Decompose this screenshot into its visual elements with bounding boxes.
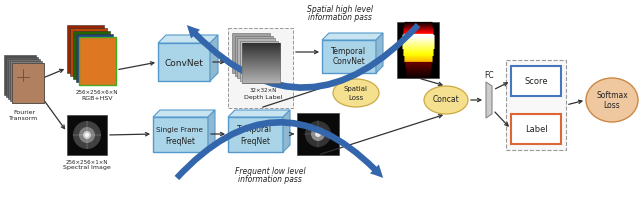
Text: Fourier: Fourier bbox=[13, 109, 35, 114]
FancyArrowPatch shape bbox=[175, 119, 383, 180]
Text: Loss: Loss bbox=[348, 95, 364, 101]
Polygon shape bbox=[210, 35, 218, 81]
Ellipse shape bbox=[83, 131, 91, 139]
Text: 256×256×1×N: 256×256×1×N bbox=[66, 160, 108, 165]
Bar bbox=[158, 43, 210, 81]
Text: Softmax: Softmax bbox=[596, 90, 628, 100]
Ellipse shape bbox=[79, 127, 95, 143]
Bar bbox=[67, 115, 107, 155]
Text: ConvNet: ConvNet bbox=[333, 57, 365, 67]
Polygon shape bbox=[208, 110, 215, 152]
Polygon shape bbox=[322, 33, 383, 40]
Polygon shape bbox=[283, 110, 290, 152]
Bar bbox=[237, 38, 275, 78]
FancyArrowPatch shape bbox=[187, 23, 420, 91]
Text: RGB+HSV: RGB+HSV bbox=[81, 95, 113, 101]
Bar bbox=[506, 60, 566, 150]
Text: 256×256×6×N: 256×256×6×N bbox=[76, 89, 118, 94]
Bar bbox=[242, 43, 280, 83]
Ellipse shape bbox=[85, 133, 89, 137]
Text: Spatial: Spatial bbox=[344, 86, 368, 92]
Bar bbox=[79, 37, 116, 85]
Bar bbox=[73, 31, 110, 79]
Text: information pass: information pass bbox=[238, 174, 302, 184]
Polygon shape bbox=[376, 33, 383, 73]
Ellipse shape bbox=[305, 121, 331, 147]
Bar bbox=[232, 33, 270, 73]
Polygon shape bbox=[158, 35, 218, 43]
Bar bbox=[67, 25, 104, 73]
Text: Loss: Loss bbox=[604, 102, 620, 110]
Text: Temporal: Temporal bbox=[332, 48, 367, 56]
Bar bbox=[8, 59, 40, 99]
Bar bbox=[70, 28, 107, 76]
Polygon shape bbox=[228, 110, 290, 117]
Ellipse shape bbox=[586, 78, 638, 122]
Bar bbox=[228, 28, 293, 108]
Text: FreqNet: FreqNet bbox=[240, 136, 270, 146]
Bar bbox=[511, 114, 561, 144]
Bar bbox=[322, 40, 376, 73]
Text: Label: Label bbox=[525, 125, 547, 133]
Ellipse shape bbox=[424, 86, 468, 114]
Text: Depth Label: Depth Label bbox=[244, 94, 282, 100]
Text: Transorm: Transorm bbox=[10, 115, 38, 121]
Text: 32×32×N: 32×32×N bbox=[250, 88, 276, 92]
Text: Concat: Concat bbox=[433, 95, 460, 105]
Bar bbox=[79, 37, 116, 85]
Text: Spectral Image: Spectral Image bbox=[63, 166, 111, 170]
Polygon shape bbox=[153, 110, 215, 117]
Bar bbox=[76, 34, 113, 82]
Bar bbox=[12, 63, 44, 103]
Bar bbox=[511, 66, 561, 96]
Ellipse shape bbox=[73, 121, 101, 149]
Text: Frequent low level: Frequent low level bbox=[235, 168, 305, 176]
Bar bbox=[4, 55, 36, 95]
Bar bbox=[239, 41, 278, 81]
Ellipse shape bbox=[315, 131, 321, 137]
Bar bbox=[297, 113, 339, 155]
Bar bbox=[228, 117, 283, 152]
Text: Single Frame: Single Frame bbox=[157, 127, 204, 133]
Ellipse shape bbox=[317, 132, 319, 135]
Bar bbox=[79, 37, 116, 85]
Bar bbox=[6, 57, 38, 97]
Bar bbox=[397, 22, 439, 78]
Bar bbox=[12, 63, 44, 103]
Text: FreqNet: FreqNet bbox=[165, 136, 195, 146]
Bar bbox=[153, 117, 208, 152]
Bar bbox=[242, 43, 280, 83]
Text: information pass: information pass bbox=[308, 12, 372, 22]
Text: Spatial high level: Spatial high level bbox=[307, 6, 373, 14]
Ellipse shape bbox=[311, 127, 325, 141]
Text: FC: FC bbox=[484, 71, 494, 81]
Bar bbox=[10, 61, 42, 101]
Ellipse shape bbox=[333, 79, 379, 107]
Text: ConvNet: ConvNet bbox=[164, 60, 204, 69]
Text: Temporal: Temporal bbox=[237, 126, 273, 134]
Bar bbox=[234, 35, 273, 75]
Polygon shape bbox=[486, 82, 492, 118]
Text: Score: Score bbox=[524, 76, 548, 86]
